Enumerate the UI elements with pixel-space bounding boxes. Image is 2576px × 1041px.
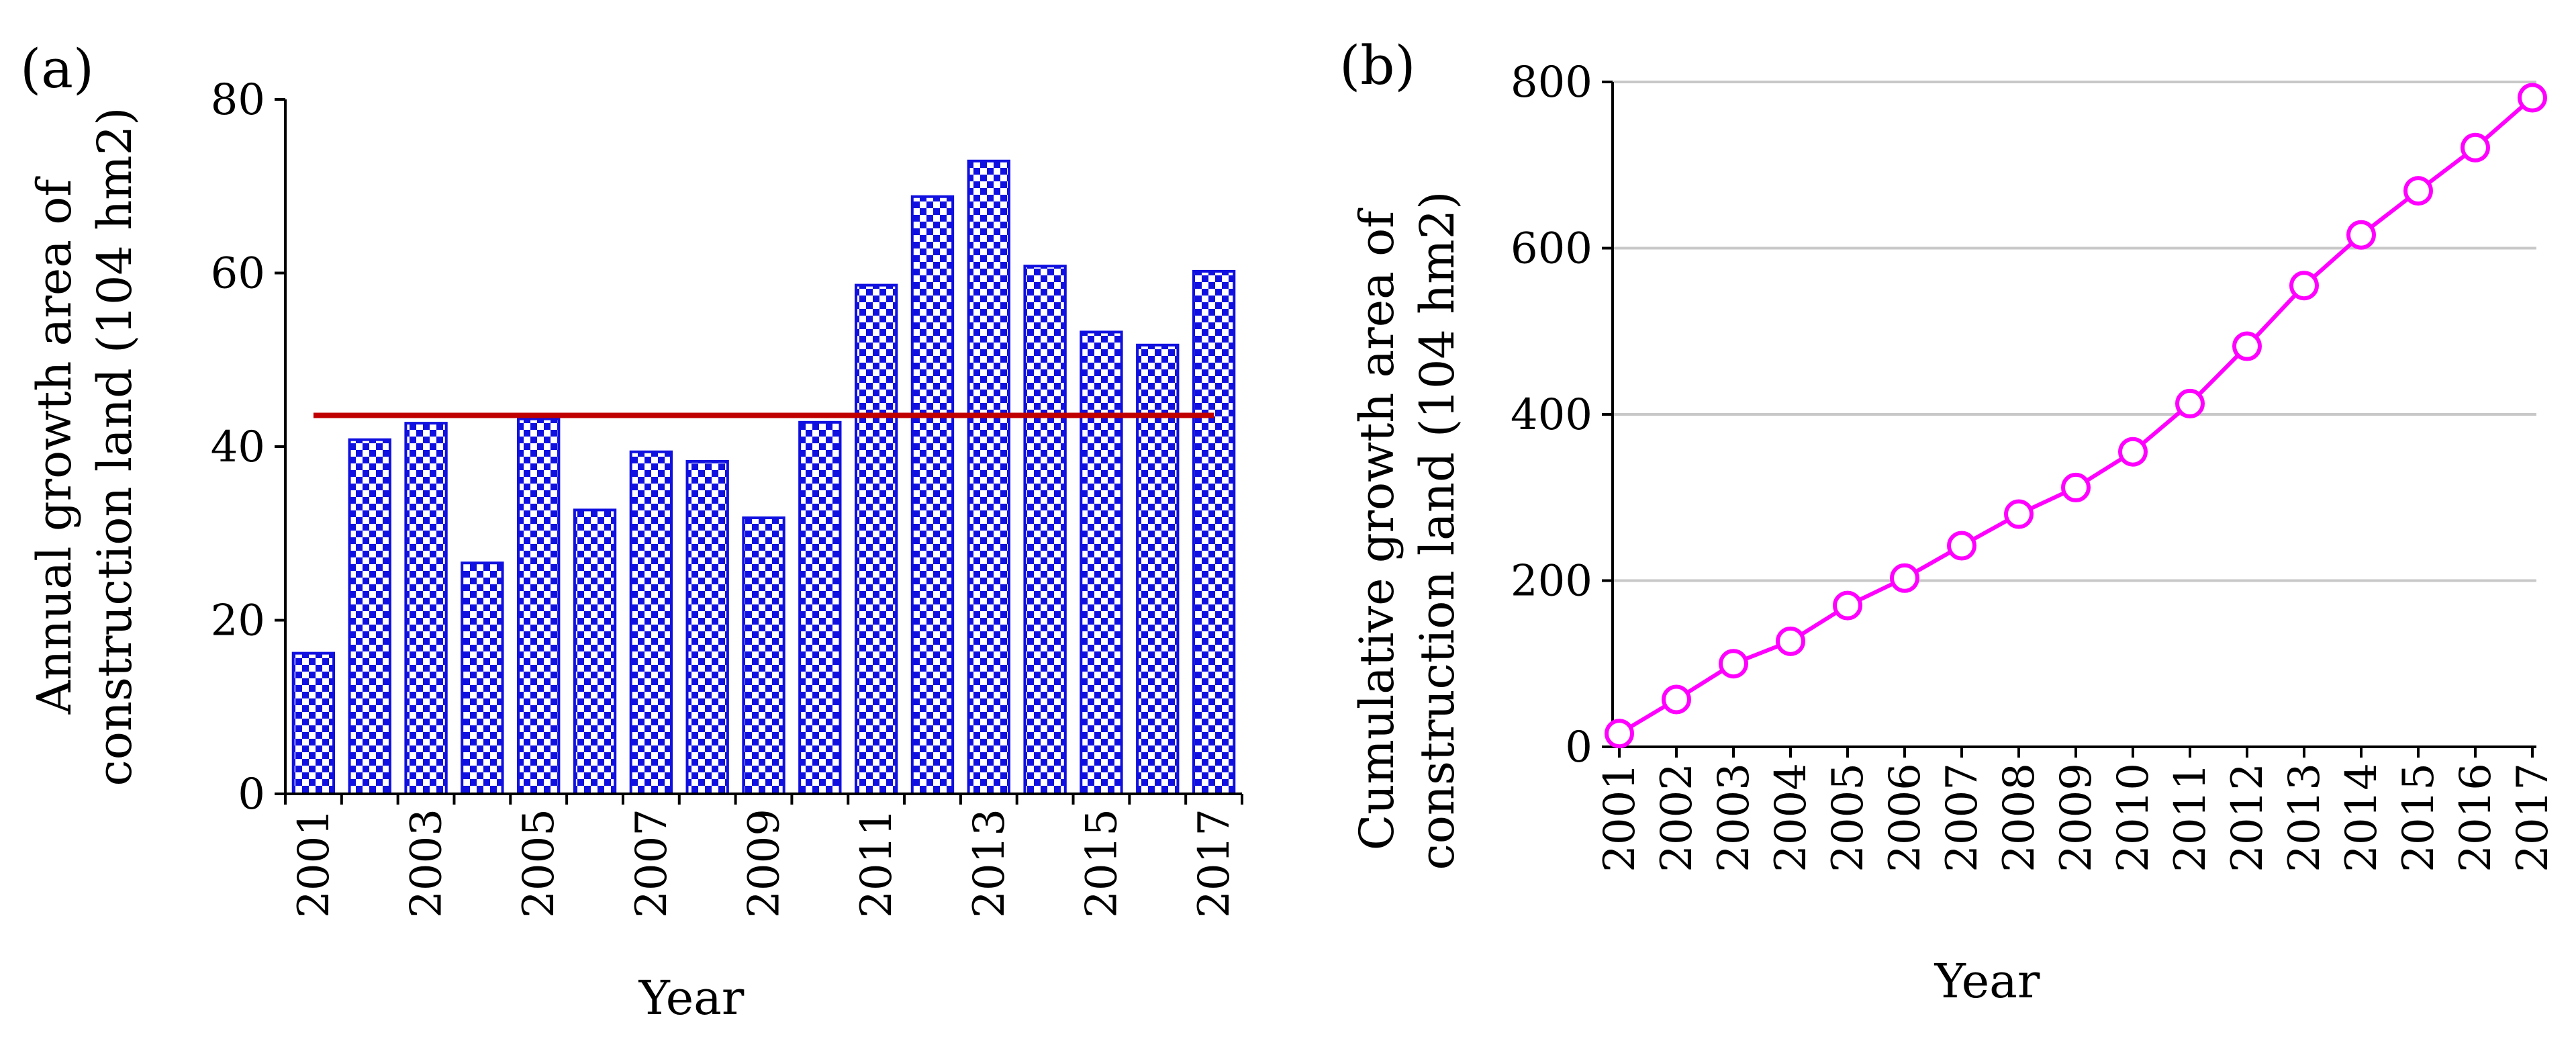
panel-a-y-title-line1: Annual growth area of: [27, 176, 82, 715]
panel-b-point-2015: [2403, 176, 2433, 206]
panel-a-y-title-line2: construction land (104 hm2): [87, 107, 142, 786]
panel-b-label: (b): [1339, 34, 1416, 97]
panel-b-point-2001: [1605, 719, 1634, 749]
panel-a-bar-2005: [517, 417, 561, 795]
panel-a-x-tick-label: 2011: [852, 809, 902, 918]
panel-b-point-2011: [2175, 388, 2205, 418]
panel-b-x-tick-label: 2013: [2280, 763, 2330, 872]
panel-b-x-tick-label: 2001: [1595, 763, 1645, 872]
panel-b-y-tick-label: 600: [1511, 224, 1592, 274]
panel-a-x-tick-label: 2009: [740, 809, 790, 918]
panel-b-x-tick-label: 2003: [1709, 763, 1759, 872]
panel-a-bar-2010: [798, 420, 842, 795]
panel-a-bar-2017: [1192, 269, 1236, 796]
panel-b-point-2007: [1947, 531, 1976, 561]
panel-b-y-tick-label: 0: [1565, 723, 1592, 772]
panel-a-bar-2001: [291, 651, 336, 795]
panel-b-x-tick-label: 2008: [1995, 763, 2044, 872]
panel-a-bar-2012: [910, 195, 955, 795]
panel-a-x-tick-label: 2007: [627, 809, 677, 918]
panel-a-bar-2004: [461, 561, 504, 795]
panel-b-series: [1605, 83, 2547, 749]
panel-b-x-tick-label: 2015: [2394, 763, 2444, 872]
panel-a-bar-2015: [1080, 330, 1123, 795]
panel-a-x-tick-label: 2005: [514, 809, 564, 918]
panel-a-bar-2008: [685, 459, 729, 795]
panel-a-x-tick-label: 2013: [965, 809, 1014, 918]
panel-a-bar-2011: [854, 283, 898, 796]
panel-b-x-tick-label: 2010: [2109, 763, 2158, 872]
panel-b-x-tick-label: 2012: [2223, 763, 2273, 872]
panel-b-point-2006: [1890, 563, 1919, 593]
panel-a-bar-2007: [629, 450, 673, 795]
panel-b-y-tick-label: 400: [1511, 390, 1592, 440]
panel-b-x-tick-label: 2017: [2508, 763, 2558, 872]
panel-b-x-tick-label: 2005: [1823, 763, 1873, 872]
panel-a-y-tick-label: 80: [211, 75, 265, 125]
panel-a-x-tick-label: 2001: [289, 809, 339, 918]
panel-a-x-ticks: 2001 2003 2005 2007 2009 2011 2013 2015 2017: [284, 794, 1243, 918]
panel-b-x-tick-label: 2009: [2052, 763, 2101, 872]
panel-b-point-2010: [2118, 437, 2148, 467]
panel-b-y-tick-label: 800: [1511, 58, 1592, 107]
panel-a-bar-2014: [1023, 265, 1067, 796]
panel-b-point-2014: [2346, 220, 2376, 250]
panel-a-bar-2009: [742, 516, 785, 795]
panel-a-label: (a): [20, 38, 94, 100]
panel-b-point-2004: [1776, 626, 1805, 656]
panel-a-bar-2003: [404, 422, 448, 795]
panel-a-bar-2016: [1136, 343, 1180, 795]
panel-b-point-2017: [2518, 83, 2547, 113]
panel-b-x-tick-label: 2014: [2337, 763, 2387, 872]
panel-b-point-2013: [2289, 271, 2319, 301]
panel-b-x-tick-label: 2004: [1766, 763, 1816, 872]
panel-b-y-title-line1: Cumulative growth area of: [1349, 208, 1404, 851]
panel-a-y-ticks: 0 20 40 60 80: [211, 75, 285, 819]
panel-b-gridlines: [1613, 81, 2536, 582]
panel-b-point-2002: [1662, 684, 1691, 715]
panel-b-x-tick-label: 2016: [2451, 763, 2501, 872]
panel-a-x-tick-label: 2003: [402, 809, 452, 918]
panel-b-y-ticks: 0 200 400 600 800: [1511, 58, 1613, 772]
panel-b-x-tick-label: 2006: [1880, 763, 1930, 872]
panel-a-y-tick-label: 60: [211, 249, 265, 299]
panel-b-point-2005: [1833, 590, 1862, 621]
panel-a-x-tick-label: 2017: [1190, 809, 1239, 918]
panel-b-x-tick-label: 2007: [1938, 763, 1987, 872]
panel-b-point-2009: [2061, 472, 2091, 502]
panel-a-x-title: Year: [638, 970, 745, 1026]
panel-b-point-2003: [1719, 649, 1748, 679]
panel-b-y-tick-label: 200: [1511, 557, 1592, 606]
panel-a-bar-2013: [967, 159, 1010, 795]
panel-b-point-2008: [2004, 499, 2034, 529]
panel-b-y-title-line2: construction land (104 hm2): [1410, 191, 1465, 870]
panel-b-x-tick-label: 2011: [2166, 763, 2215, 872]
panel-a-bars: [291, 159, 1236, 796]
panel-b-x-ticks: 2001 2002 2003 2004 2005 2006 2007 2008 2009 2010…: [1595, 747, 2558, 872]
panel-a-bar-2006: [573, 508, 617, 795]
panel-b-x-title: Year: [1934, 954, 2040, 1009]
panel-b-point-2012: [2232, 331, 2262, 361]
panel-a-bar-2002: [348, 438, 391, 795]
panel-a-x-tick-label: 2015: [1077, 809, 1127, 918]
panel-b-x-tick-label: 2002: [1652, 763, 1702, 872]
panel-a-y-tick-label: 40: [211, 422, 265, 472]
panel-a-y-tick-label: 20: [211, 596, 265, 646]
panel-a-y-tick-label: 0: [238, 770, 265, 819]
panel-b-point-2016: [2461, 132, 2490, 163]
